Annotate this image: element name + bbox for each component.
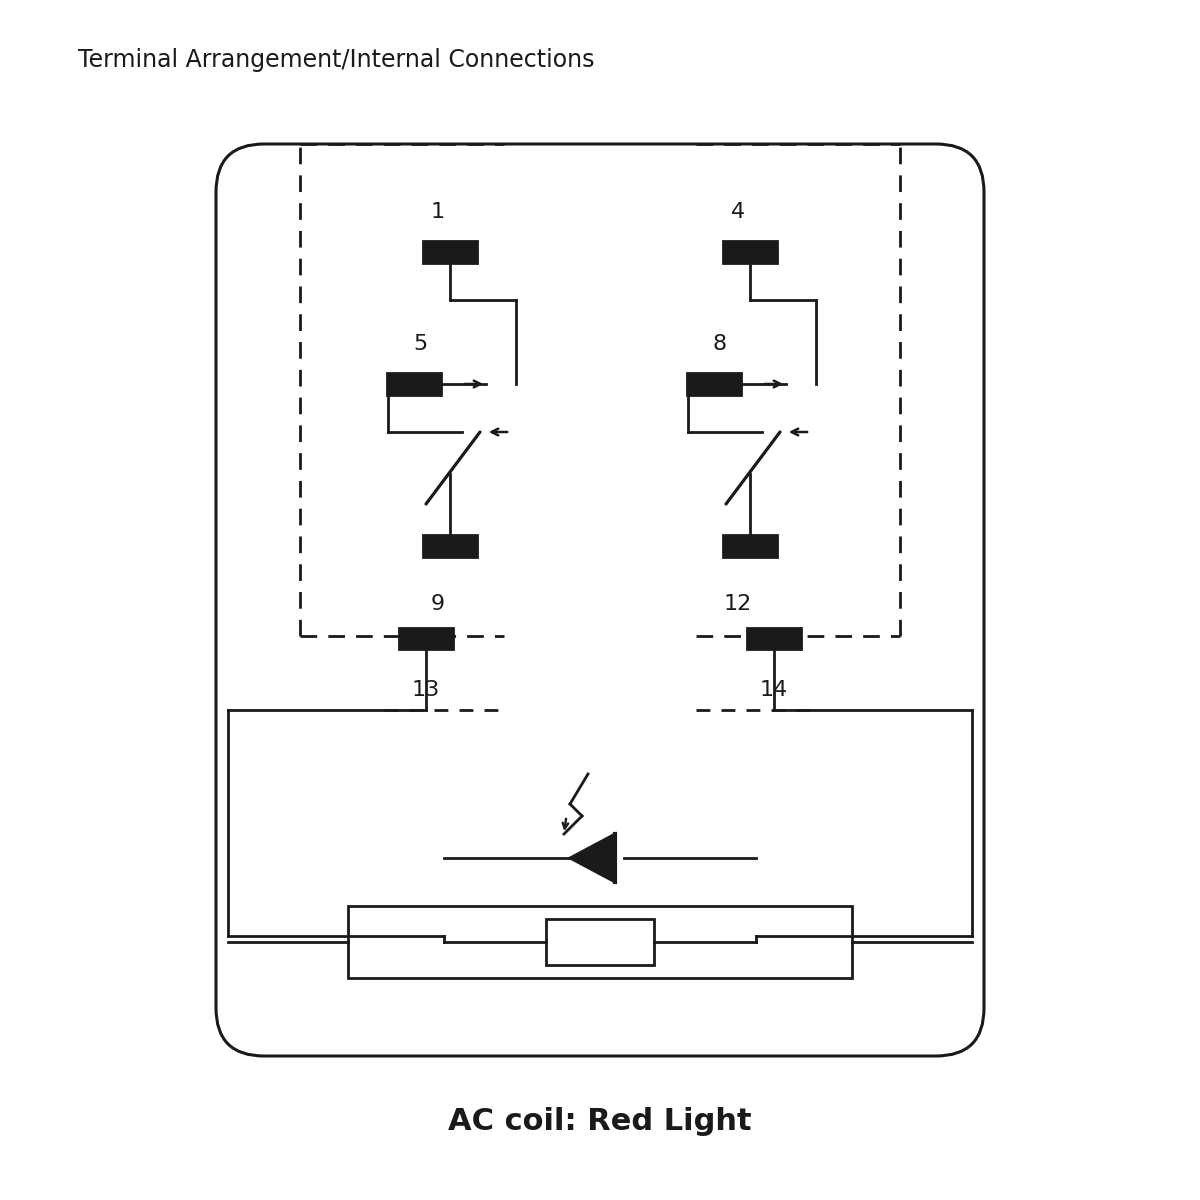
Polygon shape — [570, 834, 616, 882]
Bar — [748, 628, 802, 649]
Bar — [424, 241, 478, 263]
Text: 5: 5 — [413, 334, 427, 354]
Bar — [398, 628, 454, 649]
Text: 9: 9 — [431, 594, 445, 614]
Text: 14: 14 — [760, 680, 788, 701]
Bar — [722, 535, 778, 557]
Text: Terminal Arrangement/Internal Connections: Terminal Arrangement/Internal Connection… — [78, 48, 594, 72]
Bar — [546, 919, 654, 965]
Text: 1: 1 — [431, 202, 445, 222]
Bar — [686, 373, 742, 395]
Bar — [386, 373, 442, 395]
Bar — [424, 535, 478, 557]
Text: 12: 12 — [724, 594, 752, 614]
Bar — [722, 241, 778, 263]
Text: 8: 8 — [713, 334, 727, 354]
Bar — [348, 906, 852, 978]
Text: 4: 4 — [731, 202, 745, 222]
Text: 13: 13 — [412, 680, 440, 701]
Text: AC coil: Red Light: AC coil: Red Light — [448, 1108, 752, 1136]
